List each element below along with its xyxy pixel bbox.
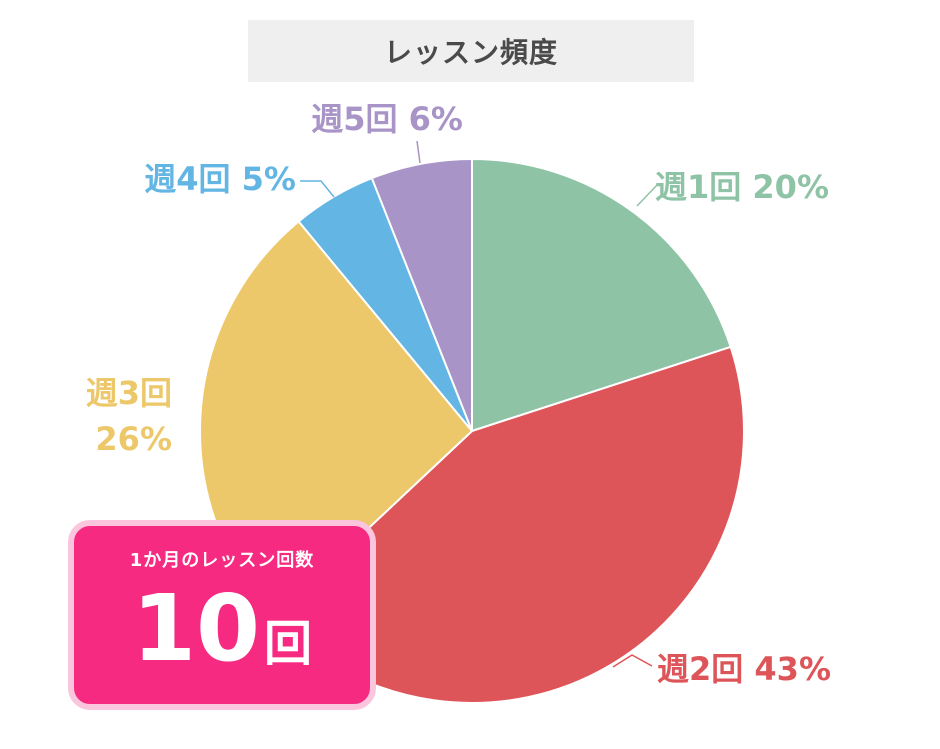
monthly-lessons-card: 1か月のレッスン回数 10 回 (68, 520, 376, 710)
slice-label-1: 週1回 20% (655, 168, 829, 206)
leader-line-4 (300, 180, 335, 198)
pie-slice-5 (370, 157, 473, 432)
slice-labels: 週1回 20% 週2回 43% 週3回 26% 週4回 5% 週5回 6% (86, 100, 831, 688)
monthly-lessons-unit: 回 (264, 616, 313, 672)
monthly-lessons-label: 1か月のレッスン回数 (129, 550, 315, 571)
leader-line-2 (612, 654, 653, 668)
slice-label-5: 週5回 6% (311, 100, 463, 138)
chart-title: レッスン頻度 (383, 36, 558, 69)
pie-slice-1 (471, 157, 732, 433)
slice-label-3: 週3回 26% (86, 374, 172, 458)
pie-slices (199, 157, 745, 704)
slice-label-2: 週2回 43% (657, 650, 831, 688)
monthly-lessons-value-row: 10 回 (74, 578, 370, 679)
leader-line-1 (636, 183, 659, 207)
leader-lines (300, 140, 659, 668)
slice-label-4: 週4回 5% (144, 160, 296, 198)
chart-title-box: レッスン頻度 (248, 20, 694, 82)
leader-line-5 (416, 140, 421, 164)
monthly-lessons-count: 10 (131, 575, 260, 682)
